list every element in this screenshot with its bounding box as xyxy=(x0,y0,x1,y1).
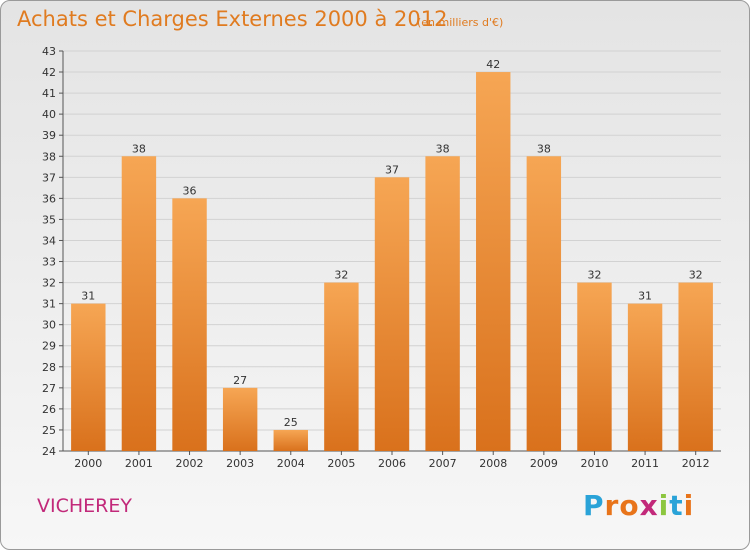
bar xyxy=(627,303,663,451)
y-tick-label: 28 xyxy=(42,361,56,374)
logo-letter: t xyxy=(669,489,684,522)
bars xyxy=(71,72,713,451)
data-label: 38 xyxy=(132,142,146,155)
x-tick-label: 2006 xyxy=(378,457,406,470)
y-tick-label: 31 xyxy=(42,298,56,311)
commune-name: VICHEREY xyxy=(37,495,132,517)
y-tick-label: 35 xyxy=(42,213,56,226)
bar xyxy=(526,156,562,451)
data-label: 31 xyxy=(638,290,652,303)
data-label: 37 xyxy=(385,163,399,176)
x-tick-label: 2012 xyxy=(682,457,710,470)
labels: 31 38 36 27 25 32 37 38 42 38 32 31 32 xyxy=(81,58,702,429)
y-tick-label: 27 xyxy=(42,382,56,395)
bar xyxy=(374,177,410,451)
y-tick-label: 32 xyxy=(42,277,56,290)
data-label: 42 xyxy=(486,58,500,71)
logo-letter: r xyxy=(604,489,620,522)
data-label: 32 xyxy=(334,269,348,282)
y-tick-label: 24 xyxy=(42,445,56,458)
x-tick-label: 2011 xyxy=(631,457,659,470)
bar xyxy=(121,156,157,451)
y-tick-label: 25 xyxy=(42,424,56,437)
data-label: 25 xyxy=(284,416,298,429)
data-label: 31 xyxy=(81,290,95,303)
logo-letter: x xyxy=(639,489,659,522)
y-tick-label: 40 xyxy=(42,108,56,121)
data-label: 38 xyxy=(436,142,450,155)
x-tick-label: 2002 xyxy=(176,457,204,470)
y-tick-label: 26 xyxy=(42,403,56,416)
data-label: 32 xyxy=(587,269,601,282)
chart-subtitle: (en milliers d'€) xyxy=(417,16,504,29)
x-tick-label: 2009 xyxy=(530,457,558,470)
bar xyxy=(425,156,460,451)
y-tick-label: 30 xyxy=(42,319,56,332)
bar xyxy=(172,198,207,451)
y-tick-label: 29 xyxy=(42,340,56,353)
y-tick-label: 39 xyxy=(42,129,56,142)
data-label: 32 xyxy=(689,269,703,282)
proxiti-logo[interactable]: Proxiti xyxy=(583,489,694,522)
x-tick-label: 2000 xyxy=(74,457,102,470)
y-tick-label: 37 xyxy=(42,171,56,184)
y-tick-label: 36 xyxy=(42,192,56,205)
x-tick-label: 2004 xyxy=(277,457,305,470)
y-tick-label: 33 xyxy=(42,256,56,269)
y-tick-label: 38 xyxy=(42,150,56,163)
x-tick-label: 2001 xyxy=(125,457,153,470)
y-tick-label: 43 xyxy=(42,45,56,58)
data-label: 38 xyxy=(537,142,551,155)
bar xyxy=(324,282,359,451)
x-tick-label: 2003 xyxy=(226,457,254,470)
y-tick-label: 34 xyxy=(42,234,56,247)
x-tick-label: 2007 xyxy=(429,457,457,470)
bar xyxy=(273,429,308,451)
logo-letter: i xyxy=(683,489,695,522)
x-tick-label: 2010 xyxy=(580,457,608,470)
y-tick-label: 41 xyxy=(42,87,56,100)
logo-letter: o xyxy=(619,489,640,522)
y-tick-label: 42 xyxy=(42,66,56,79)
x-tick-label: 2005 xyxy=(327,457,355,470)
data-label: 36 xyxy=(183,184,197,197)
bar xyxy=(476,72,511,451)
logo-letter: P xyxy=(583,489,605,522)
bar xyxy=(71,303,106,451)
logo-letter: i xyxy=(658,489,670,522)
chart-title: Achats et Charges Externes 2000 à 2012 xyxy=(17,7,448,31)
bar xyxy=(577,282,612,451)
bar xyxy=(222,387,258,451)
bar xyxy=(678,282,713,451)
data-label: 27 xyxy=(233,374,247,387)
x-tick-label: 2008 xyxy=(479,457,507,470)
